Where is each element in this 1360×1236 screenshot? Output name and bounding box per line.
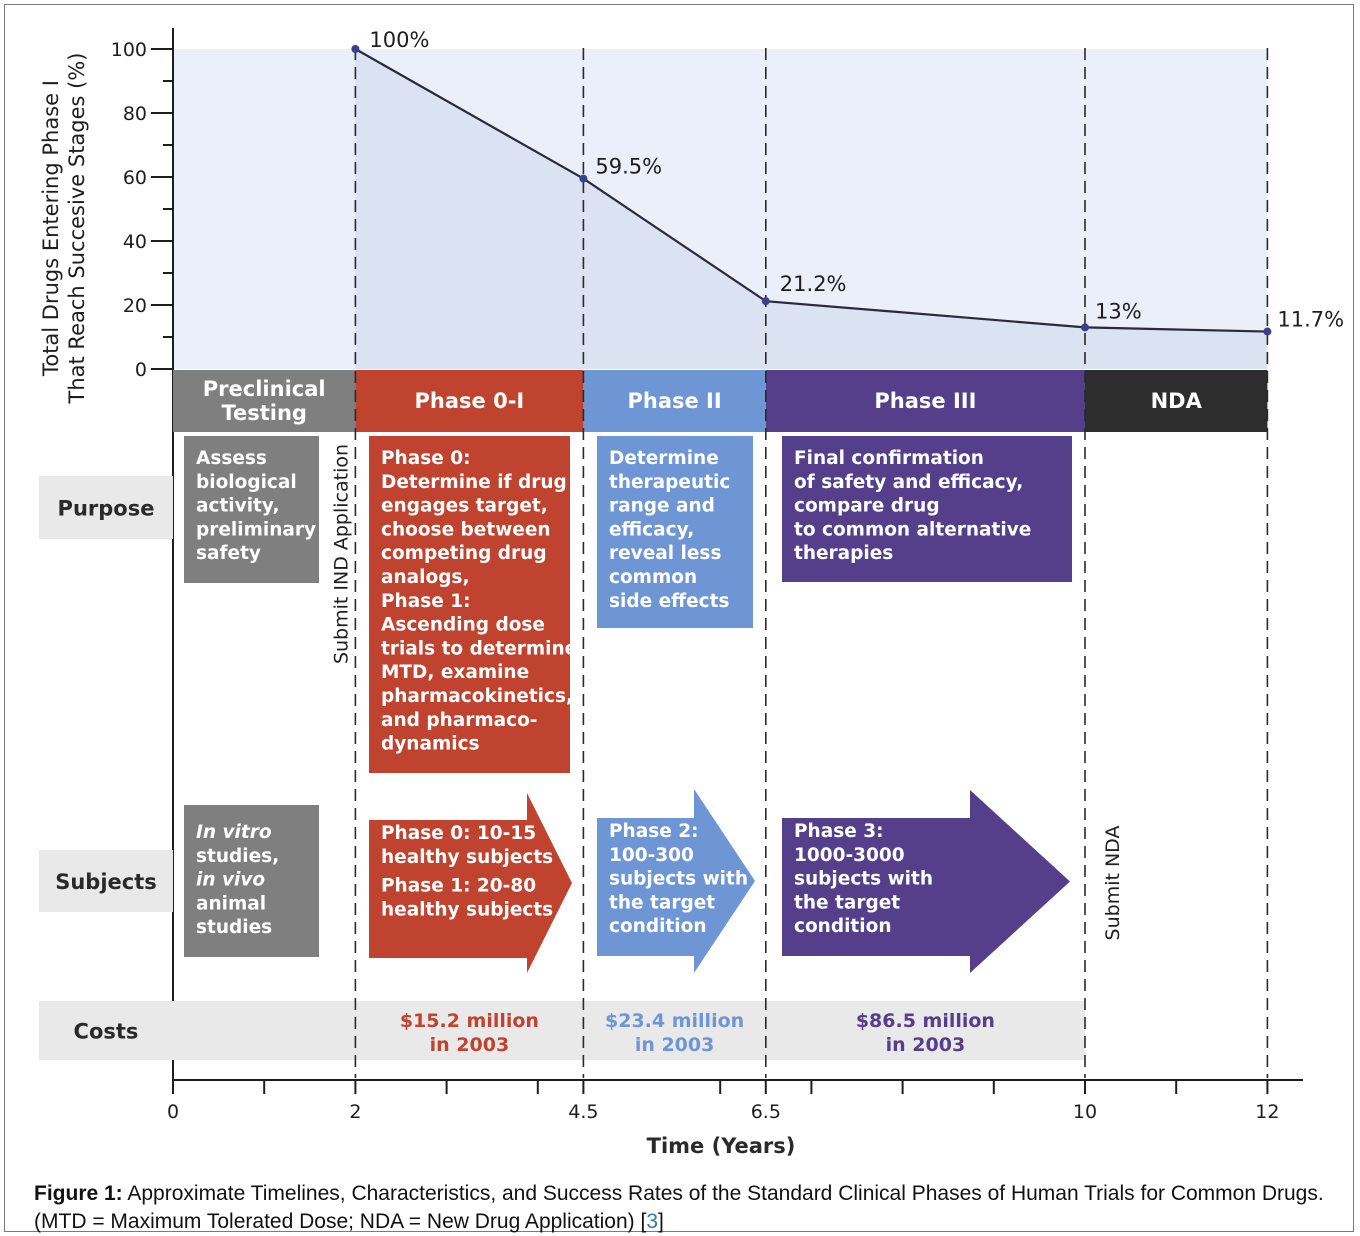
- data-label: 21.2%: [780, 272, 847, 296]
- phase-header-label: Phase II: [627, 389, 721, 413]
- data-label: 59.5%: [595, 155, 662, 179]
- phase-header-1: [355, 370, 584, 432]
- caption-end: ]: [658, 1210, 664, 1233]
- cost-text-1: $23.4 million in 2003: [605, 1010, 744, 1056]
- x-tick-label: 0: [167, 1101, 179, 1123]
- y-tick-label: 100: [111, 39, 147, 61]
- caption-reference-link[interactable]: 3: [646, 1210, 659, 1233]
- y-tick-label: 40: [123, 231, 147, 253]
- x-tick-label: 12: [1255, 1101, 1279, 1123]
- subjects-text-2: Phase 2: 100-300 subjects with the target co…: [609, 821, 748, 937]
- purpose-text-2: Determine therapeutic range and efficacy, re…: [609, 448, 730, 612]
- x-tick-label: 4.5: [568, 1101, 598, 1123]
- y-axis-title: Total Drugs Entering Phase IThat Reach S…: [39, 53, 89, 405]
- x-tick-label: 6.5: [751, 1101, 781, 1123]
- caption-text: Approximate Timelines, Characteristics, …: [34, 1182, 1324, 1233]
- phase-header-2: [583, 370, 766, 432]
- phase-header-4: [1085, 370, 1268, 432]
- phase-header-label: Phase 0-I: [415, 389, 525, 413]
- phase-header-3: [765, 370, 1085, 432]
- x-tick-label: 10: [1073, 1101, 1097, 1123]
- row-label-subjects: Subjects: [55, 870, 157, 894]
- x-tick-label: 2: [349, 1101, 361, 1123]
- subjects-text-3: Phase 3: 1000-3000 subjects with the target…: [794, 821, 933, 937]
- y-tick-label: 20: [123, 295, 147, 317]
- data-label: 11.7%: [1277, 308, 1344, 332]
- row-label-bg-subjects: [39, 850, 173, 912]
- purpose-text-0: Assess biological activity, preliminary safe…: [196, 448, 316, 564]
- data-point: [579, 174, 588, 183]
- caption-label: Figure 1:: [34, 1182, 123, 1205]
- data-point: [1081, 323, 1089, 332]
- row-label-bg-costs: [39, 1001, 173, 1060]
- phase-header-label: Phase III: [874, 389, 976, 413]
- phase-header-label: Preclinical Testing: [203, 377, 326, 425]
- cost-text-2: $86.5 million in 2003: [856, 1010, 995, 1056]
- y-tick-label: 0: [135, 359, 147, 381]
- purpose-box-3: [782, 436, 1072, 582]
- subjects-arrow-3: [782, 790, 1070, 973]
- phase-header-0: [173, 370, 356, 432]
- row-label-costs: Costs: [74, 1020, 139, 1044]
- subjects-arrow-2: [597, 789, 755, 973]
- subjects-box-preclinical: [184, 805, 319, 957]
- purpose-text-3: Final confirmation of safety and efficacy…: [794, 448, 1031, 564]
- success-rate-area: [355, 49, 1268, 369]
- x-axis-title: Time (Years): [647, 1134, 796, 1158]
- submit-ind-label: Submit IND Application: [330, 444, 352, 664]
- costs-band: [173, 1001, 1085, 1060]
- purpose-text-1: Phase 0: Determine if drug engages target,…: [381, 448, 577, 755]
- data-label: 13%: [1095, 299, 1142, 323]
- row-label-bg-purpose: [39, 476, 173, 539]
- subjects-text-1: Phase 0: 10-15 healthy subjects Phase 1: 2…: [381, 823, 553, 920]
- data-point: [351, 45, 360, 53]
- data-point: [761, 297, 770, 306]
- figure-caption: Figure 1: Approximate Timelines, Charact…: [34, 1180, 1346, 1236]
- purpose-box-0: [184, 436, 319, 583]
- y-tick-label: 80: [123, 103, 147, 125]
- figure-frame: [4, 4, 1354, 1232]
- subjects-text-preclinical: In vitro studies, in vivo animal studies: [196, 822, 279, 938]
- subjects-arrow-1: [369, 793, 572, 973]
- row-label-purpose: Purpose: [58, 497, 155, 521]
- phase-header-label: NDA: [1151, 389, 1203, 413]
- y-tick-label: 60: [123, 167, 147, 189]
- data-point: [1263, 327, 1272, 336]
- data-label: 100%: [369, 28, 429, 52]
- purpose-box-1: [369, 436, 570, 773]
- purpose-box-2: [597, 436, 753, 628]
- submit-nda-label: Submit NDA: [1102, 826, 1124, 941]
- cost-text-0: $15.2 million in 2003: [400, 1010, 539, 1056]
